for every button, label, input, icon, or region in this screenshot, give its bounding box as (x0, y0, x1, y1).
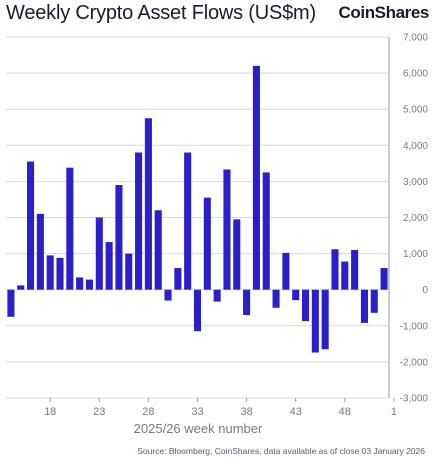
bar-week-34 (203, 197, 211, 290)
y-tick-label: 1,000 (403, 249, 428, 260)
x-tick-label: 38 (240, 406, 252, 418)
x-tick-label: 1 (391, 406, 397, 418)
grid-lines (6, 36, 389, 399)
bar-week-45 (311, 289, 319, 353)
bar-week-33 (193, 289, 202, 332)
bar-week-29 (154, 210, 162, 290)
bar-week-20 (66, 167, 74, 290)
bar-week-32 (184, 152, 192, 290)
y-tick-label: 3,000 (403, 177, 428, 188)
x-tick-label: 18 (44, 406, 56, 418)
bar-week-19 (56, 257, 64, 290)
y-tick-label: 6,000 (403, 69, 428, 80)
bar-week-31 (174, 268, 182, 290)
bar-week-24 (105, 242, 113, 290)
y-tick-label: 2,000 (403, 213, 428, 224)
coinshares-logo: CoinShares (338, 3, 430, 22)
x-tick-label: 28 (142, 406, 154, 418)
bar-week-27 (135, 152, 143, 290)
bar-week-35 (213, 289, 221, 302)
bar-week-44 (301, 289, 310, 322)
bar-week-15 (17, 285, 25, 290)
bar-chart: -3,000 -2,000 -1,000 0 1,000 2,000 3,000 4,000 5… (6, 33, 429, 436)
bar-series (7, 65, 388, 353)
bar-week-50 (360, 289, 368, 323)
bar-week-22 (85, 279, 94, 290)
y-tick-label: 7,000 (403, 33, 428, 44)
bar-week-36 (223, 169, 231, 290)
bar-week-16 (27, 161, 35, 290)
bar-week-46 (321, 289, 329, 350)
y-tick-label: -1,000 (400, 321, 429, 332)
y-tick-label: 0 (422, 285, 428, 296)
bar-week-47 (331, 249, 339, 290)
bar-week-52 (380, 268, 388, 290)
bar-week-41 (272, 289, 280, 308)
bar-week-17 (36, 213, 44, 290)
x-tick-label: 48 (339, 406, 351, 418)
bar-week-30 (164, 289, 172, 301)
bar-week-21 (76, 277, 84, 290)
y-tick-label: 4,000 (403, 141, 428, 152)
bar-week-26 (125, 253, 133, 290)
bar-week-49 (351, 249, 359, 290)
source-note: Source: Bloomberg, CoinShares, data avai… (137, 446, 425, 456)
x-axis-label: 2025/26 week number (134, 421, 263, 436)
x-tick-label: 23 (93, 406, 105, 418)
y-tick-labels: -3,000 -2,000 -1,000 0 1,000 2,000 3,000 4,000 5… (400, 33, 429, 405)
bar-week-42 (282, 252, 290, 290)
x-tick-label: 33 (191, 406, 203, 418)
y-tick-label: 5,000 (403, 105, 428, 116)
bar-week-28 (144, 118, 152, 290)
chart-title: Weekly Crypto Asset Flows (US$m) (6, 2, 316, 24)
bar-week-37 (233, 219, 241, 290)
y-tick-label: -3,000 (400, 394, 429, 405)
bar-week-18 (46, 255, 54, 290)
bar-week-48 (341, 261, 349, 290)
bar-week-23 (95, 217, 103, 290)
bar-week-39 (252, 65, 260, 290)
bar-week-43 (292, 289, 300, 301)
bar-week-38 (243, 289, 251, 315)
bar-week-25 (115, 185, 123, 290)
bar-week-14 (7, 289, 15, 317)
x-tick-label: 43 (290, 406, 302, 418)
x-tick-labels: 18 23 28 33 38 43 48 1 (44, 398, 397, 418)
bar-week-51 (370, 289, 378, 313)
bar-week-40 (262, 172, 270, 290)
y-tick-label: -2,000 (400, 357, 429, 368)
